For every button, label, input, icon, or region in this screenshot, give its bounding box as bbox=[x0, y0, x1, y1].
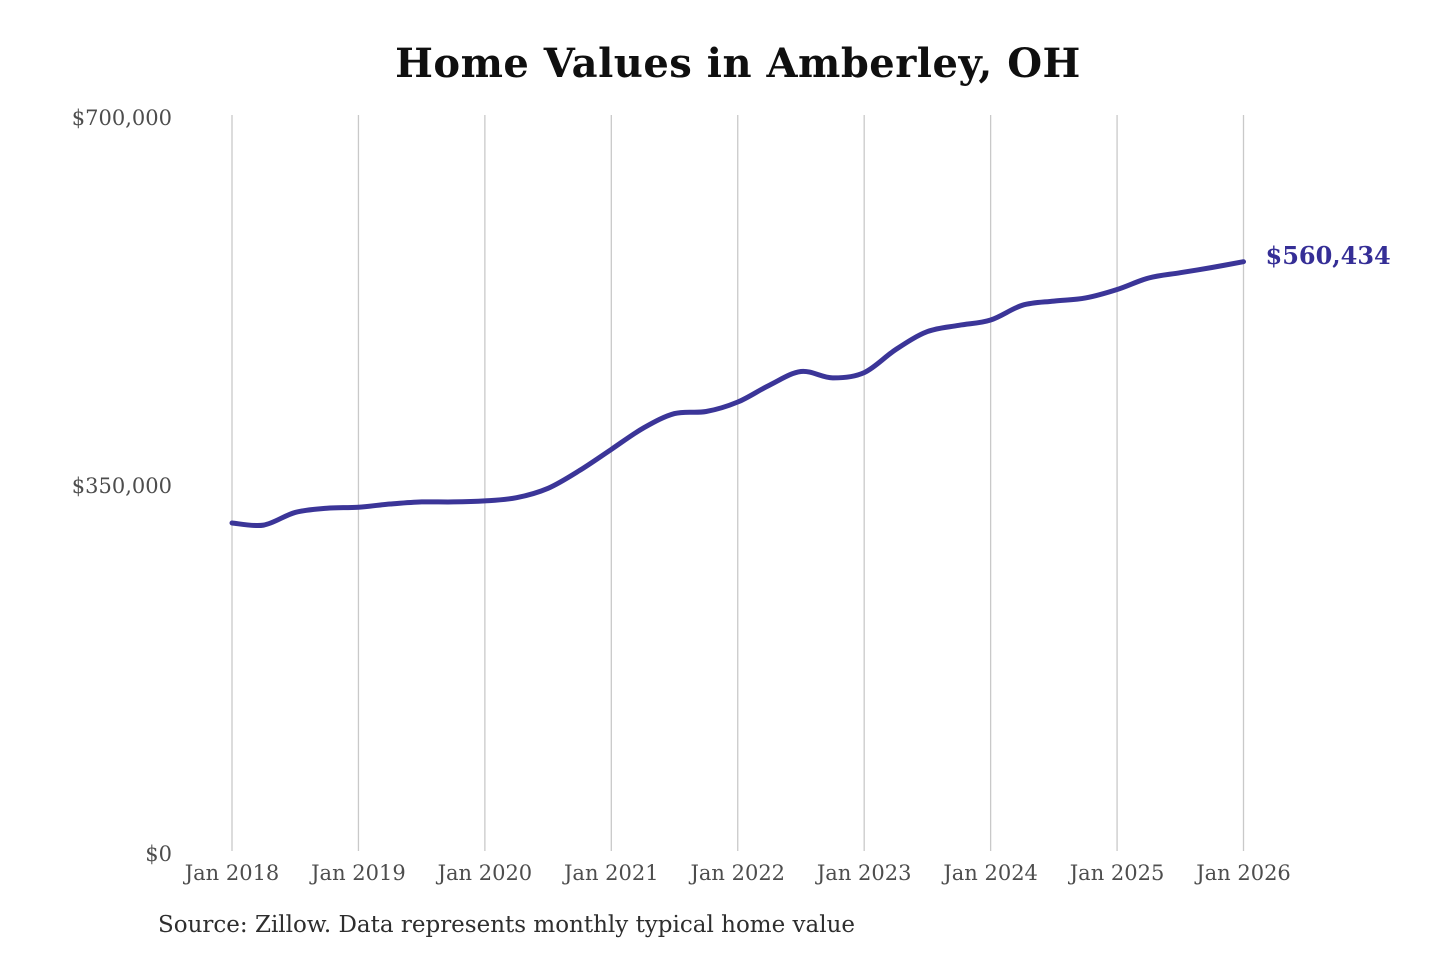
x-axis-tick-label: Jan 2025 bbox=[1069, 861, 1165, 885]
y-axis-tick-label: $700,000 bbox=[71, 106, 172, 130]
y-axis-tick-label: $0 bbox=[145, 842, 172, 866]
chart-title: Home Values in Amberley, OH bbox=[395, 40, 1081, 87]
x-axis-tick-label: Jan 2020 bbox=[437, 861, 533, 885]
x-axis-tick-label: Jan 2023 bbox=[816, 861, 912, 885]
vertical-gridlines bbox=[231, 115, 1245, 851]
x-axis-tick-label: Jan 2026 bbox=[1196, 861, 1291, 885]
x-axis-tick-label: Jan 2018 bbox=[184, 861, 280, 885]
current-value-label: $560,434 bbox=[1265, 240, 1391, 270]
y-axis-tick-label: $350,000 bbox=[71, 474, 172, 498]
home-value-line bbox=[229, 259, 1246, 529]
x-axis-tick-label: Jan 2019 bbox=[311, 861, 406, 885]
x-axis-tick-label: Jan 2022 bbox=[690, 861, 786, 885]
source-note: Source: Zillow. Data represents monthly … bbox=[158, 912, 856, 938]
x-axis-tick-label: Jan 2021 bbox=[564, 861, 659, 885]
x-axis-tick-label: Jan 2024 bbox=[943, 861, 1038, 885]
